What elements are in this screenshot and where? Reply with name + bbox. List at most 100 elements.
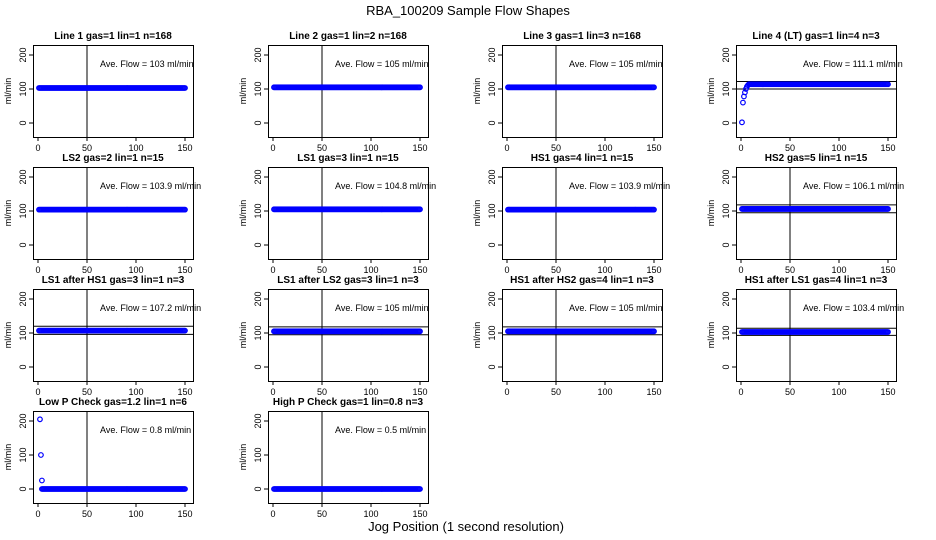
- plot-frame: [502, 289, 663, 382]
- y-tick-label: 200: [487, 47, 497, 62]
- y-axis-label: ml/min: [238, 444, 248, 471]
- chart-panel: HS1 after HS2 gas=4 lin=1 n=3 0 50 100 150 0 1…: [472, 275, 663, 397]
- y-tick-label: 200: [18, 413, 28, 428]
- panel-title: LS1 after HS1 gas=3 lin=1 n=3: [42, 275, 185, 286]
- average-flow-annotation: Ave. Flow = 103 ml/min: [100, 59, 194, 69]
- average-flow-annotation: Ave. Flow = 104.8 ml/min: [335, 181, 436, 191]
- y-tick-label: 200: [18, 291, 28, 306]
- x-tick-label: 50: [82, 265, 92, 275]
- panel-title: High P Check gas=1 lin=0.8 n=3: [273, 397, 424, 408]
- y-tick-label: 0: [487, 120, 497, 125]
- chart-panel: LS1 after LS2 gas=3 lin=1 n=3 0 50 100 150 0 1…: [238, 275, 429, 397]
- x-tick-label: 0: [738, 387, 743, 397]
- x-tick-label: 50: [551, 265, 561, 275]
- plot-frame: [736, 167, 897, 260]
- y-tick-label: 100: [487, 81, 497, 96]
- panel-title: LS2 gas=2 lin=1 n=15: [62, 153, 164, 164]
- y-tick-label: 0: [18, 364, 28, 369]
- data-point: [651, 206, 657, 213]
- y-axis-label: ml/min: [3, 200, 13, 227]
- y-tick-label: 200: [253, 47, 263, 62]
- chart-panel: Line 3 gas=1 lin=3 n=168 0 50 100 150 0 100 200…: [472, 31, 663, 153]
- y-tick-label: 100: [18, 325, 28, 340]
- x-tick-label: 150: [880, 265, 895, 275]
- plot-frame: [33, 289, 194, 382]
- y-tick-label: 200: [253, 169, 263, 184]
- average-flow-annotation: Ave. Flow = 105 ml/min: [335, 303, 429, 313]
- y-tick-label: 0: [253, 120, 263, 125]
- data-point: [182, 206, 188, 213]
- average-flow-annotation: Ave. Flow = 0.8 ml/min: [100, 425, 191, 435]
- y-tick-label: 0: [253, 242, 263, 247]
- x-tick-label: 100: [363, 387, 378, 397]
- y-tick-label: 100: [721, 325, 731, 340]
- y-tick-label: 0: [487, 242, 497, 247]
- y-tick-label: 0: [487, 364, 497, 369]
- panel-title: LS1 gas=3 lin=1 n=15: [297, 153, 399, 164]
- chart-panel: Line 2 gas=1 lin=2 n=168 0 50 100 150 0 100 200…: [238, 31, 429, 153]
- y-tick-label: 100: [487, 325, 497, 340]
- y-tick-label: 0: [18, 242, 28, 247]
- chart-panel: High P Check gas=1 lin=0.8 n=3 0 50 100 150 0…: [238, 397, 429, 519]
- x-tick-label: 0: [504, 143, 509, 153]
- x-tick-label: 100: [597, 387, 612, 397]
- y-axis-label: ml/min: [3, 444, 13, 471]
- panel-title: LS1 after LS2 gas=3 lin=1 n=3: [277, 275, 419, 286]
- average-flow-annotation: Ave. Flow = 106.1 ml/min: [803, 181, 904, 191]
- y-axis-label: ml/min: [3, 322, 13, 349]
- x-tick-label: 50: [317, 143, 327, 153]
- plot-frame: [268, 411, 429, 504]
- chart-panel: Line 4 (LT) gas=1 lin=4 n=3 0 50 100 150 0 100…: [706, 31, 903, 153]
- y-axis-label: ml/min: [706, 78, 716, 105]
- x-tick-label: 0: [504, 265, 509, 275]
- chart-panel: LS2 gas=2 lin=1 n=15 0 50 100 150 0 100 200 ml/m…: [3, 153, 201, 275]
- data-point: [744, 82, 751, 89]
- x-tick-label: 150: [177, 387, 192, 397]
- panel-title: HS2 gas=5 lin=1 n=15: [765, 153, 868, 164]
- x-tick-label: 0: [35, 143, 40, 153]
- x-tick-label: 0: [270, 265, 275, 275]
- y-tick-label: 0: [18, 486, 28, 491]
- x-tick-label: 50: [82, 143, 92, 153]
- x-tick-label: 50: [317, 265, 327, 275]
- y-tick-label: 100: [18, 81, 28, 96]
- x-tick-label: 100: [831, 265, 846, 275]
- panel-grid: Line 1 gas=1 lin=1 n=168 0 50 100 150 0 100 200…: [3, 31, 904, 519]
- y-tick-label: 0: [253, 486, 263, 491]
- x-tick-label: 150: [412, 143, 427, 153]
- average-flow-annotation: Ave. Flow = 111.1 ml/min: [803, 59, 903, 69]
- x-tick-label: 50: [551, 387, 561, 397]
- data-point: [417, 84, 423, 91]
- x-tick-label: 100: [363, 265, 378, 275]
- panel-title: Low P Check gas=1.2 lin=1 n=6: [39, 397, 187, 408]
- x-tick-label: 0: [35, 509, 40, 519]
- data-point: [182, 327, 188, 334]
- y-tick-label: 200: [18, 169, 28, 184]
- data-point: [651, 84, 657, 91]
- x-tick-label: 150: [646, 143, 661, 153]
- x-tick-label: 0: [504, 387, 509, 397]
- x-tick-label: 100: [363, 143, 378, 153]
- chart-panel: HS2 gas=5 lin=1 n=15 0 50 100 150 0 100 200 ml/m…: [706, 153, 904, 275]
- x-tick-label: 100: [128, 387, 143, 397]
- x-tick-label: 50: [317, 509, 327, 519]
- chart-panel: HS1 gas=4 lin=1 n=15 0 50 100 150 0 100 200 ml/m…: [472, 153, 670, 275]
- average-flow-annotation: Ave. Flow = 103.4 ml/min: [803, 303, 904, 313]
- y-tick-label: 0: [18, 120, 28, 125]
- y-axis-label: ml/min: [706, 322, 716, 349]
- y-tick-label: 100: [721, 203, 731, 218]
- y-tick-label: 200: [18, 47, 28, 62]
- plot-frame: [268, 167, 429, 260]
- panel-title: Line 4 (LT) gas=1 lin=4 n=3: [752, 31, 880, 42]
- data-point: [417, 206, 423, 213]
- y-axis-label: ml/min: [472, 78, 482, 105]
- x-tick-label: 150: [177, 509, 192, 519]
- panel-title: Line 2 gas=1 lin=2 n=168: [289, 31, 407, 42]
- chart-panel: Line 1 gas=1 lin=1 n=168 0 50 100 150 0 100 200…: [3, 31, 194, 153]
- y-axis-label: ml/min: [3, 78, 13, 105]
- data-point: [38, 452, 44, 458]
- y-tick-label: 100: [18, 447, 28, 462]
- x-tick-label: 150: [177, 265, 192, 275]
- x-tick-label: 150: [412, 387, 427, 397]
- data-point: [182, 486, 188, 492]
